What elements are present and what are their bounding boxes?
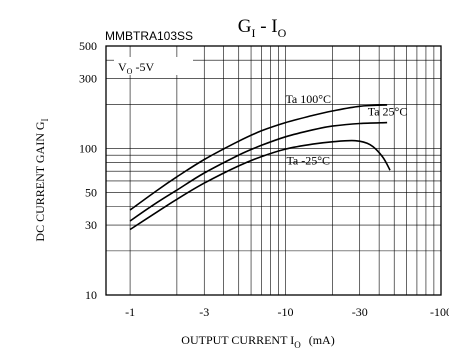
series-group bbox=[129, 104, 391, 231]
y-tick-label: 100 bbox=[79, 141, 97, 155]
y-tick-labels: 10 30 50 100 300 500 bbox=[79, 39, 97, 302]
y-tick-label: 500 bbox=[79, 39, 97, 53]
x-tick-label: -100 bbox=[430, 305, 449, 319]
part-number: MMBTRA103SS bbox=[105, 29, 193, 43]
y-tick-label: 10 bbox=[85, 288, 97, 302]
x-axis-label: OUTPUT CURRENT IO (mA) bbox=[181, 333, 334, 350]
series-label: Ta 100°C bbox=[285, 92, 331, 106]
x-tick-labels: -1 -3 -10 -30 -100 bbox=[125, 305, 449, 319]
y-axis-label: DC CURRENT GAIN GI bbox=[33, 118, 50, 241]
y-tick-label: 30 bbox=[85, 218, 97, 232]
y-tick-label: 300 bbox=[79, 72, 97, 86]
plot-area: Ta 100°C Ta 25°C Ta -25°C bbox=[105, 45, 442, 296]
series-label: Ta -25°C bbox=[286, 153, 330, 167]
plot-frame bbox=[105, 45, 442, 296]
series-label-group: Ta 100°C Ta 25°C Ta -25°C bbox=[285, 92, 407, 168]
annotation-condition: VO -5V bbox=[118, 60, 154, 76]
grid bbox=[106, 45, 442, 296]
series-line bbox=[129, 104, 388, 211]
x-tick-label: -3 bbox=[199, 305, 209, 319]
y-tick-label: 50 bbox=[85, 186, 97, 200]
annotation-box bbox=[114, 57, 193, 75]
series-line bbox=[129, 121, 388, 222]
chart-title: GI - IO bbox=[238, 16, 287, 40]
x-tick-label: -30 bbox=[352, 305, 368, 319]
series-label: Ta 25°C bbox=[368, 104, 408, 118]
x-tick-label: -10 bbox=[278, 305, 294, 319]
series-line bbox=[129, 139, 391, 231]
x-tick-label: -1 bbox=[125, 305, 135, 319]
